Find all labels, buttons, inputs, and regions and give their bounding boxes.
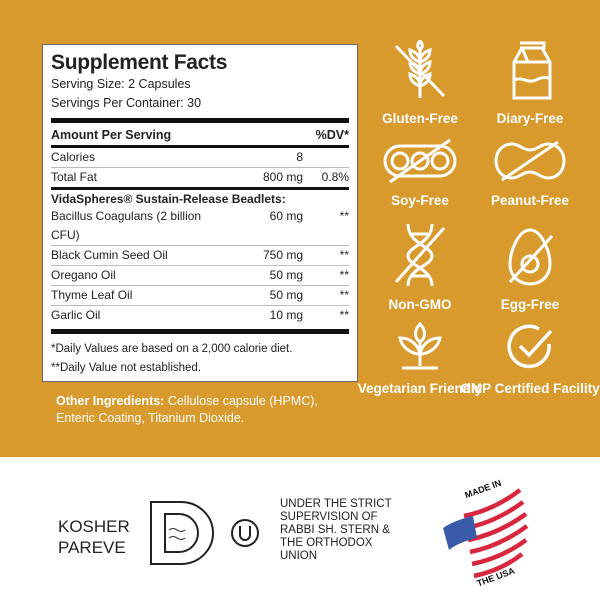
nutrient-amount: 8 (296, 150, 303, 164)
dv-header: %DV* (315, 128, 349, 142)
ingredient-amount: 60 mg (269, 209, 303, 223)
badge-label: Egg-Free (500, 297, 560, 312)
supervision-line: THE ORTHODOX (280, 537, 373, 549)
egg-icon (508, 228, 554, 286)
milk-carton-icon (512, 41, 552, 100)
blend-title: VidaSpheres® Sustain-Release Beadlets: (51, 192, 286, 206)
badge-soy-free: Soy-Free (350, 138, 490, 209)
supplement-facts-panel: Supplement Facts Serving Size: 2 Capsule… (42, 44, 358, 382)
made-in-usa-badge: MADE IN THE USA (436, 478, 546, 588)
ingredient-amount: 750 mg (262, 248, 303, 262)
divider (51, 329, 349, 334)
badge-label: GMP Certified Facility (460, 381, 600, 396)
facts-title: Supplement Facts (51, 51, 228, 74)
checkmark-icon (507, 324, 553, 369)
badge-gluten-free: Gluten-Free (350, 40, 490, 127)
footnote: **Daily Value not established. (51, 362, 202, 374)
supervision-line: RABBI SH. STERN & (280, 524, 390, 536)
footnote: *Daily Values are based on a 2,000 calor… (51, 343, 293, 355)
dna-icon (394, 223, 446, 287)
serving-size: Serving Size: 2 Capsules (51, 77, 191, 91)
badge-label: Non-GMO (388, 297, 452, 312)
badge-label: Soy-Free (391, 193, 449, 208)
table-row: Thyme Leaf Oil 50 mg ** (51, 286, 349, 306)
table-row: Oregano Oil 50 mg ** (51, 266, 349, 286)
badge-gmp: GMP Certified Facility (460, 322, 600, 397)
nutrient-name: Total Fat (51, 170, 98, 184)
table-row: Total Fat 800 mg 0.8% (51, 168, 349, 190)
ingredient-dv: ** (339, 308, 349, 322)
supervision-line: SUPERVISION OF (280, 511, 378, 523)
badge-egg-free: Egg-Free (460, 226, 600, 313)
amount-header: Amount Per Serving (51, 128, 172, 142)
ingredient-name: Thyme Leaf Oil (51, 288, 133, 302)
table-row: Black Cumin Seed Oil 750 mg ** (51, 246, 349, 266)
ingredient-dv: ** (339, 248, 349, 262)
nutrient-name: Calories (51, 150, 96, 164)
ingredient-dv: ** (339, 288, 349, 302)
kosher-line: KOSHER (58, 517, 130, 536)
us-flag-icon (443, 488, 529, 579)
soybean-icon (383, 138, 457, 184)
table-row: Bacillus Coagulans (2 billion CFU) 60 mg *… (51, 207, 349, 246)
ingredient-amount: 50 mg (269, 268, 303, 282)
badge-label: Gluten-Free (382, 111, 458, 126)
badge-peanut-free: Peanut-Free (460, 138, 600, 209)
supervision-line: UNDER THE STRICT (280, 498, 392, 510)
badge-dairy-free: Diary-Free (460, 40, 600, 127)
divider (51, 118, 349, 123)
kosher-d-seal-icon (150, 501, 214, 565)
servings-per-container: Servings Per Container: 30 (51, 96, 202, 110)
nutrient-amount: 800 mg (262, 170, 303, 184)
other-ingredients-label: Other Ingredients: (56, 394, 165, 408)
ingredient-amount: 10 mg (269, 308, 303, 322)
badge-non-gmo: Non-GMO (350, 222, 490, 313)
table-header: Amount Per Serving %DV* (51, 125, 349, 148)
ou-symbol-icon (231, 519, 259, 547)
wheat-icon (394, 40, 446, 98)
ingredient-name: Black Cumin Seed Oil (51, 248, 168, 262)
ingredient-name: Oregano Oil (51, 268, 116, 282)
nutrient-dv (303, 148, 349, 167)
ingredient-name: Bacillus Coagulans (2 billion CFU) (51, 209, 202, 242)
supervision-line: UNION (280, 550, 318, 562)
supervision-text: UNDER THE STRICT SUPERVISION OF RABBI SH… (280, 498, 392, 563)
other-ingredients-text: Cellulose capsule (HPMC), Enteric Coatin… (56, 394, 318, 425)
other-ingredients: Other Ingredients: Cellulose capsule (HP… (56, 393, 356, 427)
ingredient-name: Garlic Oil (51, 308, 101, 322)
peanut-icon (494, 140, 566, 182)
badge-label: Peanut-Free (490, 193, 570, 208)
ingredient-dv: ** (339, 268, 349, 282)
pareve-line: PAREVE (58, 538, 126, 557)
leaf-icon (398, 322, 442, 370)
badge-label: Diary-Free (496, 111, 564, 126)
badge-label: Vegetarian Friendly (357, 381, 483, 396)
badge-vegetarian: Vegetarian Friendly (350, 322, 490, 397)
kosher-pareve: KOSHER PAREVE (58, 516, 130, 558)
table-row: Garlic Oil 10 mg ** (51, 306, 349, 325)
ingredient-amount: 50 mg (269, 288, 303, 302)
ingredient-dv: ** (339, 209, 349, 223)
table-row: Calories 8 (51, 148, 349, 168)
nutrient-dv: 0.8% (321, 170, 349, 184)
